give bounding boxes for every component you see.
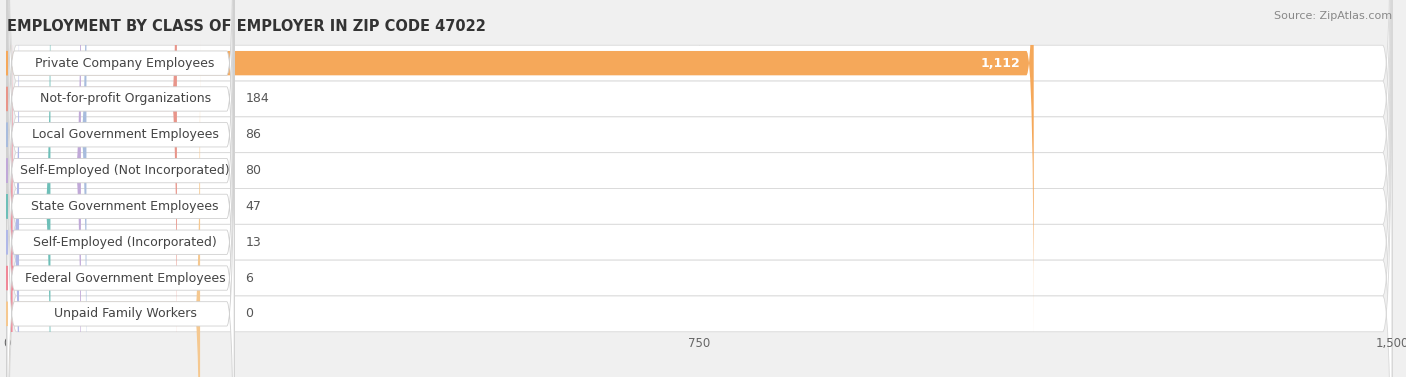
FancyBboxPatch shape bbox=[7, 0, 1392, 377]
FancyBboxPatch shape bbox=[7, 0, 82, 377]
FancyBboxPatch shape bbox=[7, 0, 20, 377]
Text: 47: 47 bbox=[245, 200, 262, 213]
FancyBboxPatch shape bbox=[7, 40, 235, 377]
FancyBboxPatch shape bbox=[7, 40, 200, 377]
Text: 0: 0 bbox=[245, 307, 253, 320]
FancyBboxPatch shape bbox=[7, 0, 51, 377]
Text: 13: 13 bbox=[245, 236, 262, 249]
Text: State Government Employees: State Government Employees bbox=[31, 200, 219, 213]
Text: 184: 184 bbox=[245, 92, 269, 106]
FancyBboxPatch shape bbox=[7, 0, 235, 377]
FancyBboxPatch shape bbox=[7, 0, 1033, 337]
Text: 86: 86 bbox=[245, 128, 262, 141]
Text: Local Government Employees: Local Government Employees bbox=[32, 128, 218, 141]
FancyBboxPatch shape bbox=[7, 0, 235, 377]
FancyBboxPatch shape bbox=[7, 0, 1392, 377]
FancyBboxPatch shape bbox=[6, 4, 14, 377]
FancyBboxPatch shape bbox=[7, 0, 1392, 377]
Text: Source: ZipAtlas.com: Source: ZipAtlas.com bbox=[1274, 11, 1392, 21]
FancyBboxPatch shape bbox=[7, 0, 1392, 377]
Text: 80: 80 bbox=[245, 164, 262, 177]
Text: EMPLOYMENT BY CLASS OF EMPLOYER IN ZIP CODE 47022: EMPLOYMENT BY CLASS OF EMPLOYER IN ZIP C… bbox=[7, 19, 486, 34]
Text: Federal Government Employees: Federal Government Employees bbox=[25, 271, 225, 285]
FancyBboxPatch shape bbox=[7, 0, 235, 377]
Text: Private Company Employees: Private Company Employees bbox=[35, 57, 215, 70]
Text: Not-for-profit Organizations: Not-for-profit Organizations bbox=[39, 92, 211, 106]
Text: Self-Employed (Not Incorporated): Self-Employed (Not Incorporated) bbox=[20, 164, 231, 177]
FancyBboxPatch shape bbox=[7, 0, 235, 377]
FancyBboxPatch shape bbox=[7, 0, 1392, 377]
Text: Self-Employed (Incorporated): Self-Employed (Incorporated) bbox=[34, 236, 217, 249]
Text: Unpaid Family Workers: Unpaid Family Workers bbox=[53, 307, 197, 320]
FancyBboxPatch shape bbox=[7, 0, 86, 377]
FancyBboxPatch shape bbox=[7, 0, 235, 337]
FancyBboxPatch shape bbox=[7, 0, 1392, 377]
FancyBboxPatch shape bbox=[7, 4, 235, 377]
Text: 6: 6 bbox=[245, 271, 253, 285]
FancyBboxPatch shape bbox=[7, 0, 1392, 377]
FancyBboxPatch shape bbox=[7, 0, 1392, 377]
FancyBboxPatch shape bbox=[7, 0, 177, 373]
Text: 1,112: 1,112 bbox=[980, 57, 1019, 70]
FancyBboxPatch shape bbox=[7, 0, 235, 373]
